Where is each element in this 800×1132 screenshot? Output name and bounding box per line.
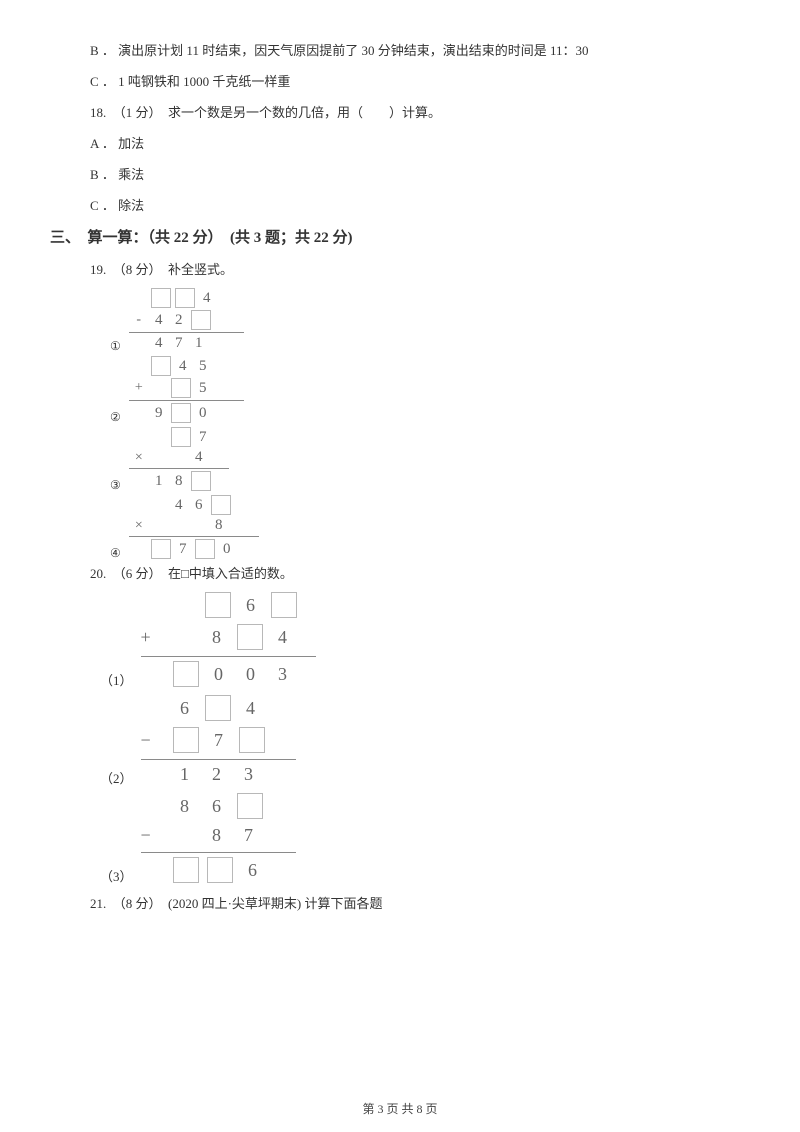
page-footer: 第 3 页 共 8 页 [0,1100,800,1117]
q17-option-b: B ． 演出原计划 11 时结束，因天气原因提前了 30 分钟结束，演出结束的时… [50,40,740,59]
calc-label-1: ① [110,339,121,354]
q18-option-b: B ． 乘法 [50,164,740,183]
q19-text: 19. （8 分） 补全竖式。 [50,259,740,278]
q20-calc-3: （3） 86 −87 6 [50,793,740,885]
q18-text: 18. （1 分） 求一个数是另一个数的几倍，用（ ）计算。 [50,102,740,121]
calc-label-2: ② [110,410,121,425]
q19-calc-1: ① 4 -42 471 [50,288,740,354]
q18-option-c: C ． 除法 [50,195,740,214]
calc-label-3: ③ [110,478,121,493]
q21-text: 21. （8 分） (2020 四上·尖草坪期末) 计算下面各题 [50,893,740,912]
q20-label-1: （1） [100,670,133,689]
calc-label-4: ④ [110,546,121,561]
q20-text: 20. （6 分） 在□中填入合适的数。 [50,563,740,582]
q20-label-3: （3） [100,866,133,885]
q20-label-2: （2） [100,768,133,787]
section-3-header: 三、 算一算：（共 22 分） (共 3 题；共 22 分) [50,226,740,247]
q20-calc-1: （1） 6 +84 003 [50,592,740,689]
q19-calc-3: ③ 7 ×4 18 [50,427,740,493]
q20-calc-2: （2） 64 −7 123 [50,695,740,787]
q18-option-a: A ． 加法 [50,133,740,152]
q19-calc-2: ② 45 +5 90 [50,356,740,425]
q17-option-c: C ． 1 吨钢铁和 1000 千克纸一样重 [50,71,740,90]
q19-calc-4: ④ 46 ×8 70 [50,495,740,561]
